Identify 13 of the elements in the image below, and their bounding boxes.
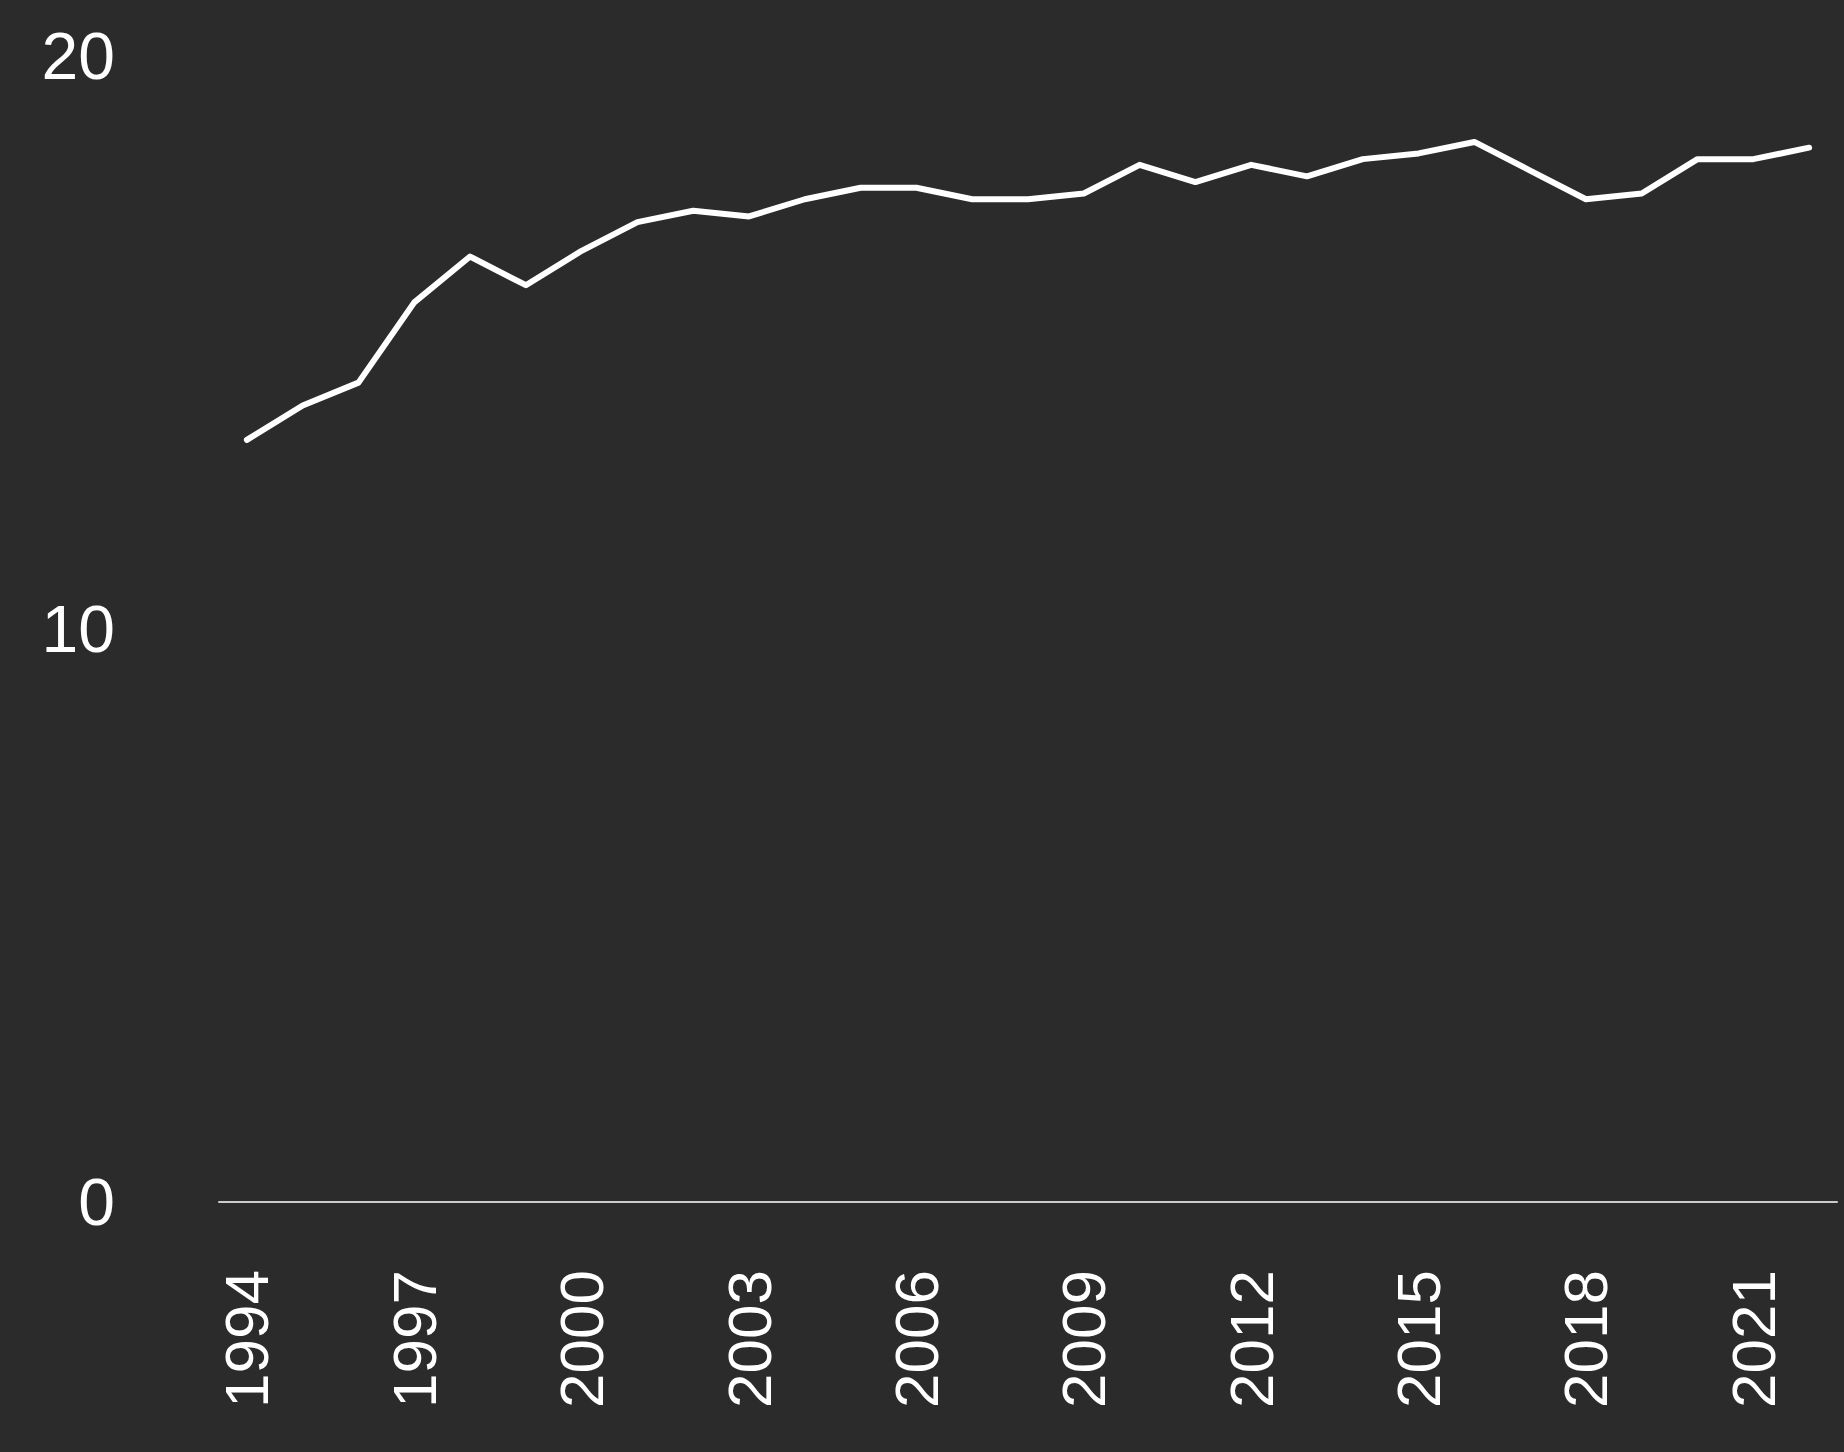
x-tick-label: 2012 [1216, 1270, 1286, 1408]
y-tick-label: 20 [41, 19, 115, 93]
x-tick-label: 2018 [1551, 1270, 1621, 1408]
x-tick-label: 2021 [1718, 1270, 1788, 1408]
x-tick-label: 2006 [881, 1270, 951, 1408]
x-tick-label: 1997 [379, 1270, 449, 1408]
x-tick-label: 2015 [1384, 1270, 1454, 1408]
x-tick-label: 2003 [714, 1270, 784, 1408]
x-tick-label: 1994 [212, 1270, 282, 1408]
y-tick-label: 0 [78, 1165, 115, 1239]
x-tick-label: 2000 [547, 1270, 617, 1408]
x-tick-label: 2009 [1049, 1270, 1119, 1408]
y-tick-label: 10 [41, 592, 115, 666]
